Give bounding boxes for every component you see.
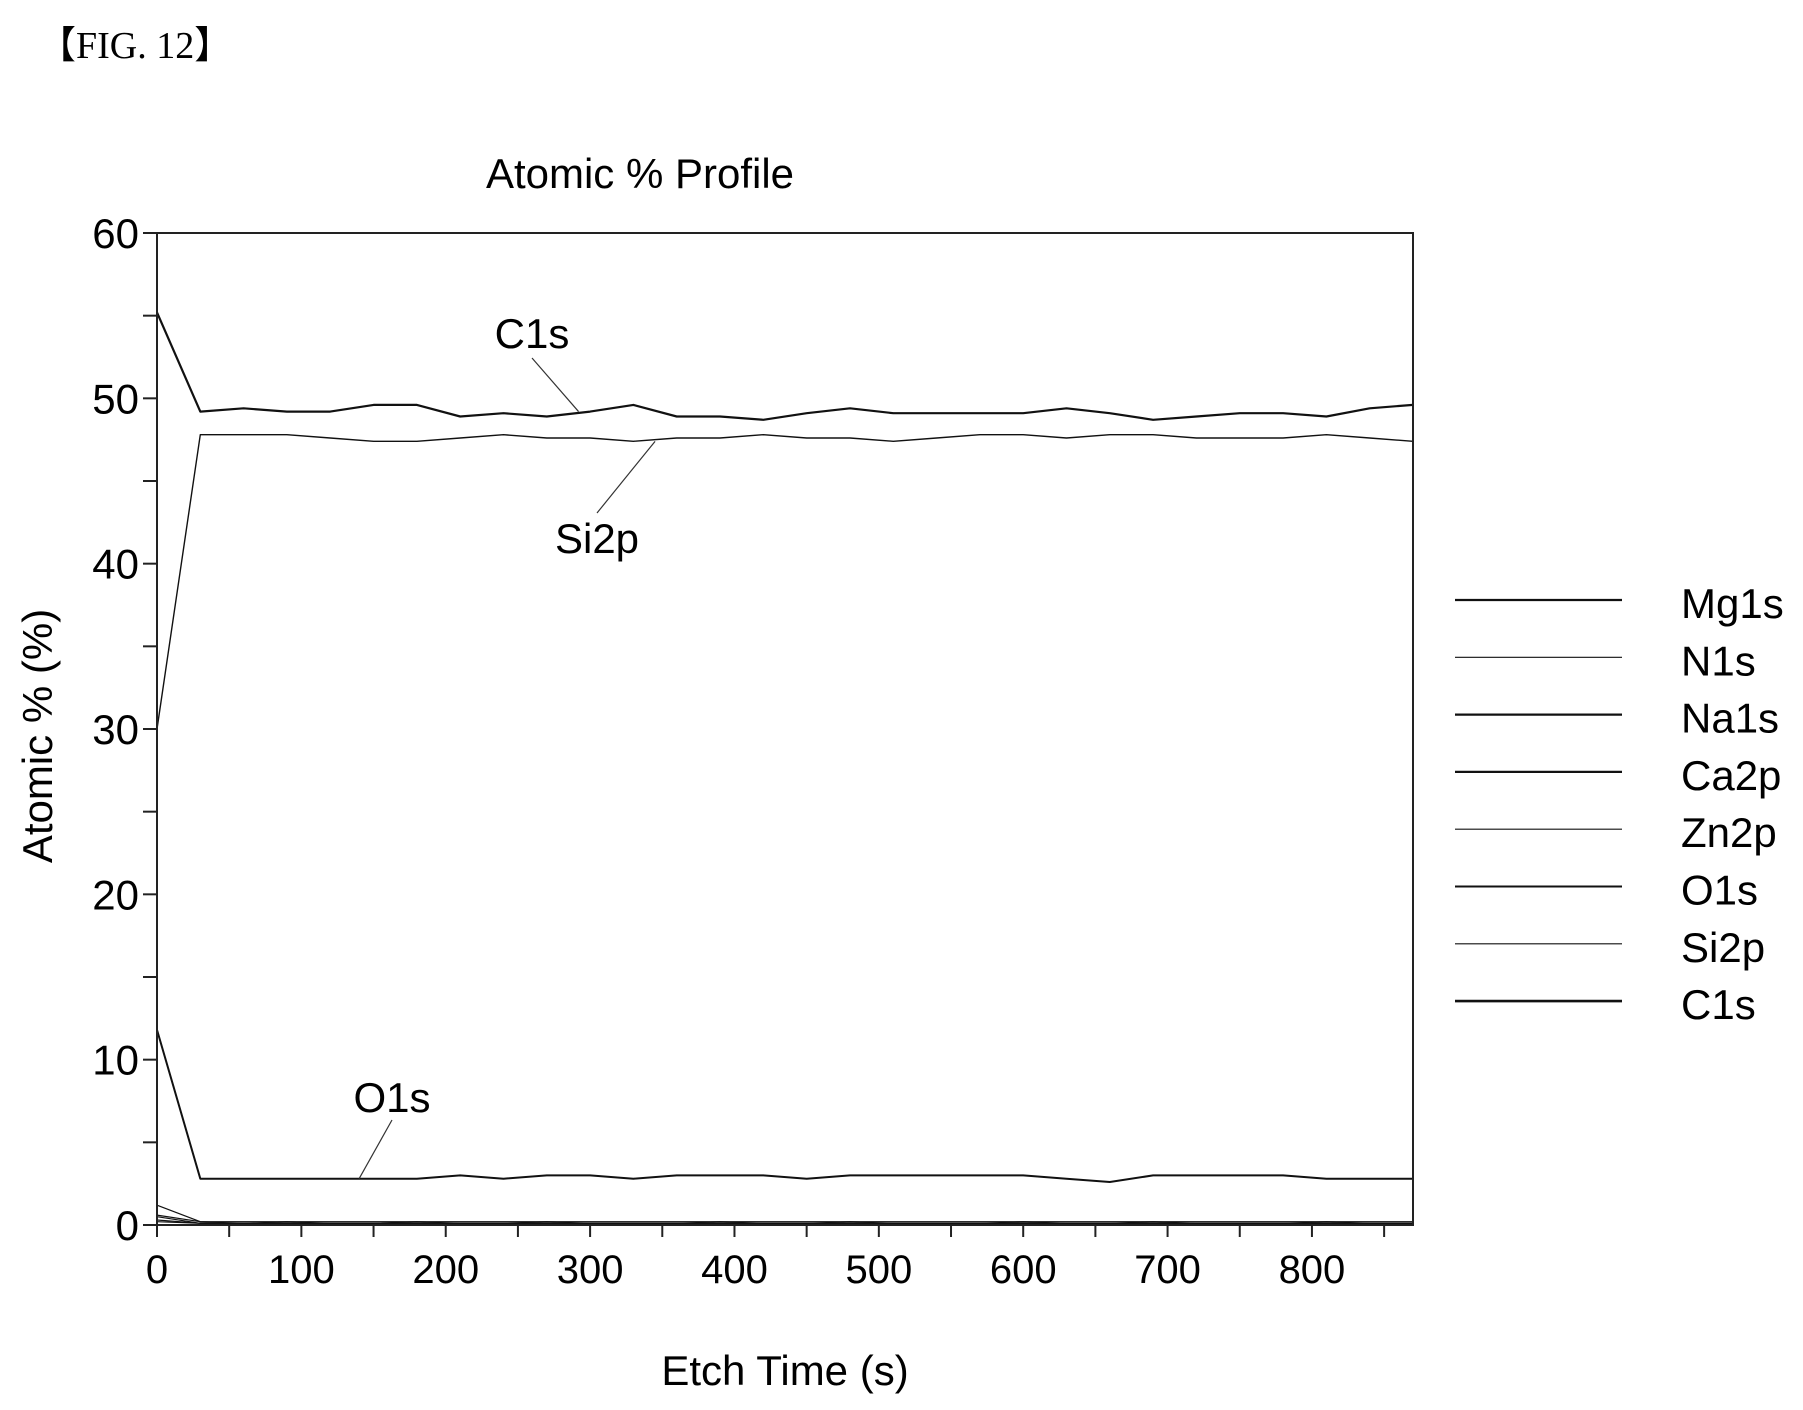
legend-label-ca2p: Ca2p bbox=[1681, 752, 1781, 799]
y-tick-label: 30 bbox=[92, 706, 139, 753]
legend-label-zn2p: Zn2p bbox=[1681, 809, 1777, 856]
series-line-zn2p bbox=[156, 1221, 1413, 1224]
annotation-label-o1s: O1s bbox=[353, 1074, 430, 1121]
legend-label-mg1s: Mg1s bbox=[1681, 580, 1784, 627]
y-tick-label: 60 bbox=[92, 210, 139, 257]
legend-label-c1s: C1s bbox=[1681, 981, 1756, 1028]
x-tick-label: 0 bbox=[146, 1248, 168, 1292]
series-line-si2p bbox=[156, 434, 1414, 730]
annotation-leader-si2p bbox=[596, 440, 656, 514]
legend: Mg1s N1s Na1s Ca2p Zn2p O1s Si2p C1s bbox=[1455, 580, 1784, 1028]
figure-label: 【FIG. 12】 bbox=[38, 25, 232, 67]
plot-area-frame bbox=[156, 232, 1414, 1226]
x-tick-label: 300 bbox=[557, 1248, 624, 1292]
x-tick-label: 600 bbox=[990, 1248, 1057, 1292]
legend-label-o1s: O1s bbox=[1681, 867, 1758, 914]
y-axis: 0 10 20 30 40 50 60 bbox=[92, 210, 157, 1249]
x-tick-label: 800 bbox=[1279, 1248, 1346, 1292]
y-tick-label: 50 bbox=[92, 375, 139, 422]
plot-series-group bbox=[155, 311, 1414, 1224]
x-axis: 0 100 200 300 400 500 600 700 800 bbox=[146, 1225, 1386, 1292]
legend-label-si2p: Si2p bbox=[1681, 924, 1765, 971]
annotation-label-c1s: C1s bbox=[495, 310, 570, 357]
y-axis-label: Atomic % (%) bbox=[14, 609, 61, 863]
legend-label-na1s: Na1s bbox=[1681, 695, 1779, 742]
x-axis-label: Etch Time (s) bbox=[661, 1347, 908, 1394]
legend-label-n1s: N1s bbox=[1681, 637, 1756, 684]
x-tick-label: 100 bbox=[268, 1248, 335, 1292]
series-line-c1s bbox=[155, 311, 1414, 421]
x-tick-label: 700 bbox=[1134, 1248, 1201, 1292]
chart-title: Atomic % Profile bbox=[486, 150, 794, 197]
y-tick-label: 40 bbox=[92, 541, 139, 588]
series-line-na1s bbox=[156, 1216, 1413, 1224]
x-tick-label: 200 bbox=[412, 1248, 479, 1292]
annotation-leader-c1s bbox=[531, 357, 580, 412]
series-line-o1s bbox=[156, 1029, 1413, 1183]
series-line-mg1s bbox=[156, 1204, 1413, 1223]
y-tick-label: 20 bbox=[92, 871, 139, 918]
y-tick-label: 10 bbox=[92, 1037, 139, 1084]
y-tick-label: 0 bbox=[116, 1202, 139, 1249]
x-tick-label: 400 bbox=[701, 1248, 768, 1292]
annotation-label-si2p: Si2p bbox=[555, 515, 639, 562]
x-tick-label: 500 bbox=[845, 1248, 912, 1292]
annotation-leader-o1s bbox=[358, 1119, 393, 1179]
series-annotations: C1s Si2p O1s bbox=[353, 310, 656, 1179]
